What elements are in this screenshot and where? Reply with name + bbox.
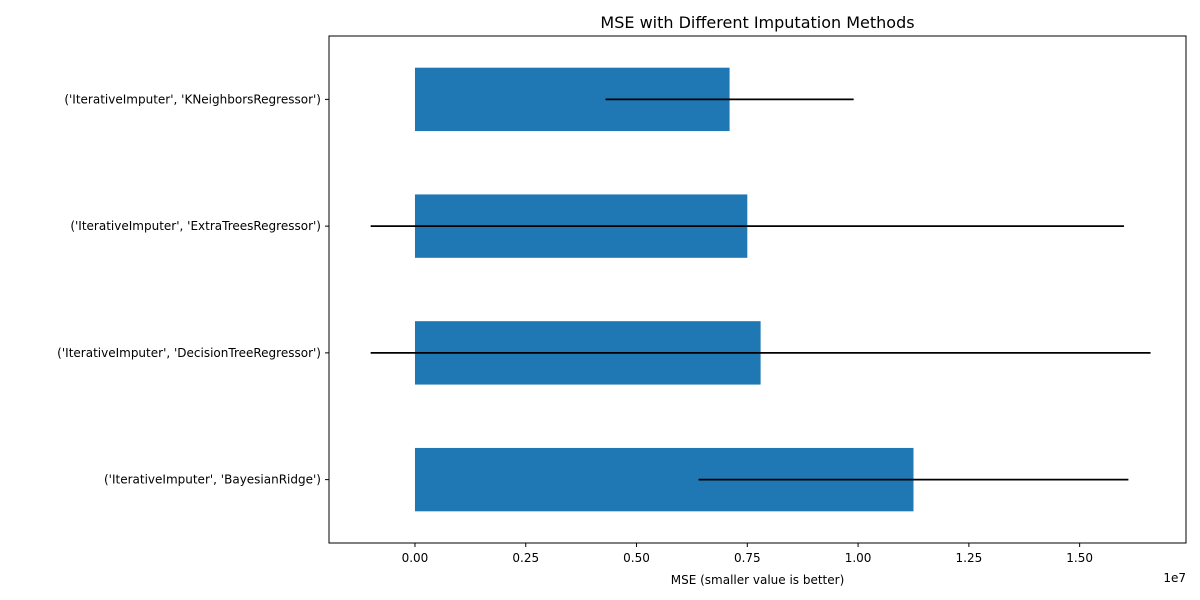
y-tick-label: ('IterativeImputer', 'ExtraTreesRegresso…: [70, 219, 321, 233]
x-tick-label: 0.00: [402, 551, 429, 565]
x-tick-label: 0.50: [623, 551, 650, 565]
x-tick-label: 1.00: [845, 551, 872, 565]
y-tick-label: ('IterativeImputer', 'DecisionTreeRegres…: [57, 346, 321, 360]
x-axis-label: MSE (smaller value is better): [671, 573, 845, 587]
axes-frame: [328, 35, 1187, 544]
x-tick-label: 1.25: [956, 551, 983, 565]
x-axis-offset-label: 1e7: [1163, 571, 1186, 585]
chart-title: MSE with Different Imputation Methods: [600, 13, 914, 32]
x-tick-label: 1.50: [1066, 551, 1093, 565]
plot-area: ('IterativeImputer', 'KNeighborsRegresso…: [57, 35, 1187, 565]
y-tick-label: ('IterativeImputer', 'KNeighborsRegresso…: [64, 92, 321, 106]
x-tick-label: 0.25: [512, 551, 539, 565]
y-tick-label: ('IterativeImputer', 'BayesianRidge'): [104, 473, 321, 487]
x-tick-label: 0.75: [734, 551, 761, 565]
